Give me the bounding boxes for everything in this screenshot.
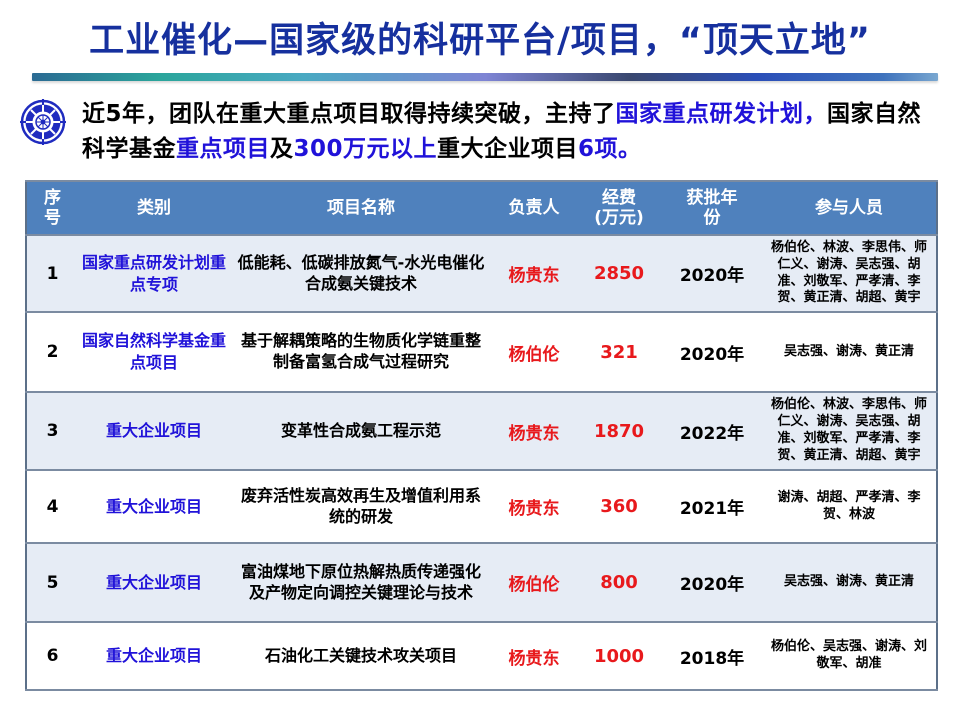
cell-year: 2021年	[662, 469, 762, 544]
cell-year: 2018年	[662, 621, 762, 691]
cell-category: 国家自然科学基金重点项目	[78, 311, 230, 393]
column-header: 参与人员	[762, 180, 937, 236]
cell-participants: 杨伯伦、林波、李思伟、师仁义、谢涛、吴志强、胡准、刘敬军、严孝清、李贺、黄正清、…	[762, 391, 937, 471]
table-row: 6 重大企业项目 石油化工关键技术攻关项目 杨贵东 1000 2018年 杨伯伦、吴志强、谢…	[26, 621, 937, 691]
column-header: 类别	[78, 180, 230, 236]
cell-year: 2020年	[662, 542, 762, 623]
cell-funding: 800	[576, 542, 662, 623]
cell-participants: 杨伯伦、吴志强、谢涛、刘敬军、胡准	[762, 621, 937, 691]
intro-text-segment: 重大企业项目	[437, 135, 579, 162]
cell-project: 废弃活性炭高效再生及增值利用系统的研发	[230, 469, 492, 544]
cell-year: 2022年	[662, 391, 762, 471]
cell-year: 2020年	[662, 234, 762, 313]
cell-project: 变革性合成氨工程示范	[230, 391, 492, 471]
intro-paragraph: 近5年，团队在重大重点项目取得持续突破，主持了国家重点研发计划，国家自然科学基金…	[82, 97, 944, 166]
cell-funding: 1870	[576, 391, 662, 471]
table-header-row: 序 号类别 项目名称 负责人 经费 (万元) 获批年 份参与人员	[26, 180, 937, 236]
column-header: 序 号	[26, 180, 78, 236]
cell-project: 基于解耦策略的生物质化学链重整制备富氢合成气过程研究	[230, 311, 492, 393]
cell-index: 2	[26, 311, 78, 393]
cell-funding: 2850	[576, 234, 662, 313]
projects-table: 序 号类别 项目名称 负责人 经费 (万元) 获批年 份参与人员 1 国家重点研发计划重点…	[25, 180, 938, 691]
cell-category: 重大企业项目	[78, 391, 230, 471]
column-header: 项目名称	[230, 180, 492, 236]
cell-leader: 杨贵东	[492, 391, 576, 471]
intro-text-segment: 300万元以上	[293, 135, 438, 162]
intro-text-segment: 国家重点研发计划，	[615, 101, 828, 127]
intro-text-segment: 重点项目	[176, 135, 270, 162]
cell-index: 4	[26, 469, 78, 544]
table-row: 3 重大企业项目 变革性合成氨工程示范 杨贵东 1870 2022年 杨伯伦、林波、李思伟、…	[26, 391, 937, 471]
cell-category: 重大企业项目	[78, 469, 230, 544]
cell-funding: 360	[576, 469, 662, 544]
university-emblem-icon	[20, 99, 66, 149]
intro-text-segment: 6项	[578, 135, 619, 162]
intro-text-segment: 国家自然科学基金	[82, 101, 922, 162]
cell-category: 国家重点研发计划重点专项	[78, 234, 230, 313]
cell-leader: 杨贵东	[492, 621, 576, 691]
cell-participants: 谢涛、胡超、严孝清、李贺、林波	[762, 469, 937, 544]
column-header: 经费 (万元)	[576, 180, 662, 236]
cell-index: 5	[26, 542, 78, 623]
cell-participants: 吴志强、谢涛、黄正清	[762, 311, 937, 393]
column-header: 获批年 份	[662, 180, 762, 236]
cell-project: 石油化工关键技术攻关项目	[230, 621, 492, 691]
cell-category: 重大企业项目	[78, 621, 230, 691]
intro-text-segment: 及	[270, 135, 294, 162]
cell-leader: 杨伯伦	[492, 542, 576, 623]
cell-category: 重大企业项目	[78, 542, 230, 623]
cell-year: 2020年	[662, 311, 762, 393]
page-title: 工业催化—国家级的科研平台/项目，“顶天立地”	[89, 21, 871, 61]
title-divider-bar	[32, 73, 938, 81]
table-row: 5 重大企业项目 富油煤地下原位热解热质传递强化及产物定向调控关键理论与技术 杨伯伦 8…	[26, 542, 937, 623]
cell-funding: 321	[576, 311, 662, 393]
cell-index: 6	[26, 621, 78, 691]
intro-section: 近5年，团队在重大重点项目取得持续突破，主持了国家重点研发计划，国家自然科学基金…	[20, 97, 944, 166]
cell-index: 1	[26, 234, 78, 313]
intro-text-segment: 近5年，团队在重大重点项目取得持续突破，主持了	[82, 101, 616, 127]
column-header: 负责人	[492, 180, 576, 236]
cell-participants: 杨伯伦、林波、李思伟、师仁义、谢涛、吴志强、胡准、刘敬军、严孝清、李贺、黄正清、…	[762, 234, 937, 313]
cell-participants: 吴志强、谢涛、黄正清	[762, 542, 937, 623]
cell-project: 低能耗、低碳排放氮气-水光电催化合成氨关键技术	[230, 234, 492, 313]
cell-funding: 1000	[576, 621, 662, 691]
cell-leader: 杨贵东	[492, 469, 576, 544]
cell-index: 3	[26, 391, 78, 471]
table-row: 2 国家自然科学基金重点项目 基于解耦策略的生物质化学链重整制备富氢合成气过程研究杨…	[26, 311, 937, 393]
table-row: 1 国家重点研发计划重点专项 低能耗、低碳排放氮气-水光电催化合成氨关键技术 杨贵东 2…	[26, 234, 937, 313]
intro-text-segment: 。	[618, 135, 642, 162]
cell-project: 富油煤地下原位热解热质传递强化及产物定向调控关键理论与技术	[230, 542, 492, 623]
cell-leader: 杨贵东	[492, 234, 576, 313]
cell-leader: 杨伯伦	[492, 311, 576, 393]
table-row: 4 重大企业项目 废弃活性炭高效再生及增值利用系统的研发 杨贵东 360 2021年 谢涛、…	[26, 469, 937, 544]
